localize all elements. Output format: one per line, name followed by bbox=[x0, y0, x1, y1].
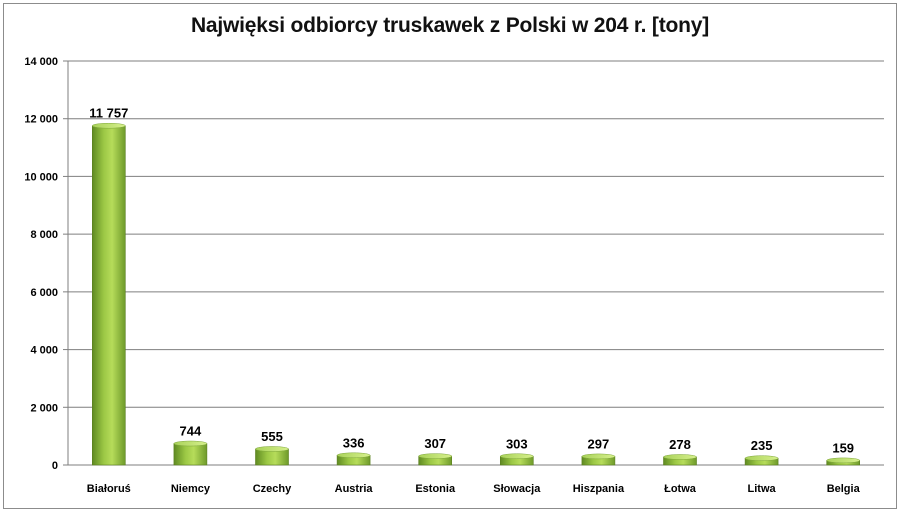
y-tick-label: 12 000 bbox=[24, 114, 58, 126]
data-label: 278 bbox=[669, 437, 691, 452]
data-label: 555 bbox=[261, 429, 283, 444]
bar-top bbox=[500, 453, 534, 460]
bar-Białoruś bbox=[92, 122, 126, 466]
y-tick-label: 0 bbox=[52, 460, 58, 472]
bar-top bbox=[418, 453, 452, 459]
y-tick-label: 10 000 bbox=[24, 171, 58, 183]
bar-top bbox=[173, 440, 208, 447]
bar-Czechy bbox=[255, 446, 289, 466]
data-label: 744 bbox=[180, 424, 202, 439]
gridlines bbox=[68, 60, 884, 408]
x-tick-label: Niemcy bbox=[171, 483, 211, 495]
bar-top bbox=[663, 454, 697, 460]
x-tick-label: Hiszpania bbox=[573, 483, 625, 495]
bar-Estonia bbox=[418, 453, 453, 466]
x-tick-label: Belgia bbox=[827, 483, 861, 495]
y-tick-label: 8 000 bbox=[30, 229, 58, 241]
bar-top bbox=[92, 122, 126, 129]
chart-title: Najwięksi odbiorcy truskawek z Polski w … bbox=[190, 14, 710, 37]
bar bbox=[92, 125, 126, 466]
bar-Litwa bbox=[744, 455, 779, 466]
bar-top bbox=[255, 446, 289, 452]
chart-frame bbox=[3, 3, 897, 509]
bar-top bbox=[826, 457, 860, 464]
x-tick-label: Austria bbox=[335, 483, 374, 495]
data-label: 159 bbox=[832, 440, 854, 455]
x-tick-label: Litwa bbox=[748, 483, 777, 495]
bar-top bbox=[336, 452, 371, 459]
data-label: 307 bbox=[424, 436, 446, 451]
y-tick-label: 6 000 bbox=[30, 287, 58, 299]
data-label: 303 bbox=[506, 436, 528, 451]
x-tick-label: Białoruś bbox=[87, 483, 131, 495]
bar-Słowacja bbox=[499, 453, 534, 466]
y-tick-label: 4 000 bbox=[30, 345, 58, 357]
bar-Niemcy bbox=[173, 440, 208, 466]
bar-Hiszpania bbox=[581, 453, 616, 466]
bar-top bbox=[581, 453, 616, 460]
data-label: 235 bbox=[751, 438, 773, 453]
y-tick-label: 14 000 bbox=[24, 56, 58, 68]
axes bbox=[63, 60, 884, 466]
data-label: 336 bbox=[343, 435, 365, 450]
y-tick-label: 2 000 bbox=[30, 402, 58, 414]
data-label: 297 bbox=[588, 436, 610, 451]
bar bbox=[173, 443, 208, 466]
x-tick-label: Czechy bbox=[253, 483, 292, 495]
bar-Austria bbox=[336, 452, 371, 466]
data-label: 11 757 bbox=[89, 106, 128, 121]
x-tick-label: Estonia bbox=[415, 483, 456, 495]
bar-Łotwa bbox=[663, 454, 697, 466]
labels: 0 2 000 4 000 6 000 8 000 10 000 12 000 14 000 1… bbox=[24, 56, 860, 495]
bar-Belgia bbox=[826, 457, 861, 466]
bar-top bbox=[744, 455, 779, 461]
bars bbox=[92, 122, 861, 466]
x-tick-label: Łotwa bbox=[664, 483, 697, 495]
x-tick-label: Słowacja bbox=[493, 483, 541, 495]
